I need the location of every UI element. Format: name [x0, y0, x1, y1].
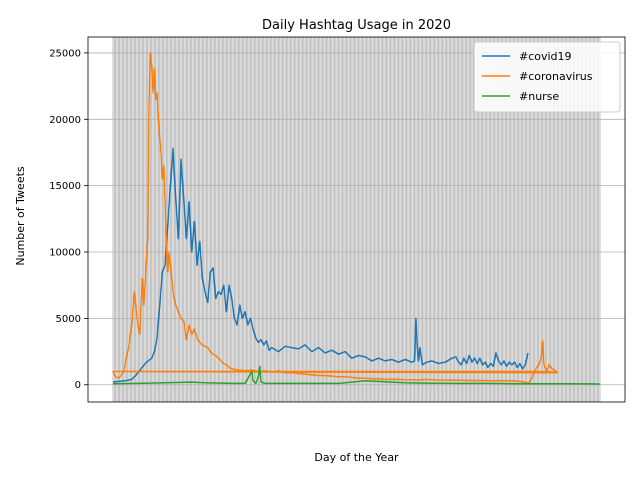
series-line-1: [112, 52, 559, 385]
grid-layer: [88, 37, 625, 402]
series-line-2: [112, 365, 601, 385]
series-layer: [112, 52, 601, 385]
legend-box: [473, 41, 621, 113]
y-tick-label: 20000: [49, 115, 81, 126]
y-axis-label: Number of Tweets: [14, 166, 27, 266]
y-tick-label: 15000: [49, 181, 81, 192]
y-tick-label: 0: [75, 380, 81, 391]
series-line-0: [112, 147, 529, 383]
plot-frame: [87, 36, 626, 403]
legend-label: #covid19: [519, 50, 572, 63]
x-axis-label: Day of the Year: [314, 451, 399, 464]
chart-title: Daily Hashtag Usage in 2020: [262, 18, 451, 33]
y-tick-label: 10000: [49, 248, 81, 259]
legend-label: #nurse: [519, 90, 559, 103]
legend: #covid19 #coronavirus #nurse: [473, 41, 621, 113]
y-tick-label: 25000: [49, 48, 81, 59]
axes-layer: 0 5000 10000 15000 20000 25000: [49, 36, 626, 403]
legend-label: #coronavirus: [519, 70, 593, 83]
y-tick-label: 5000: [56, 314, 81, 325]
